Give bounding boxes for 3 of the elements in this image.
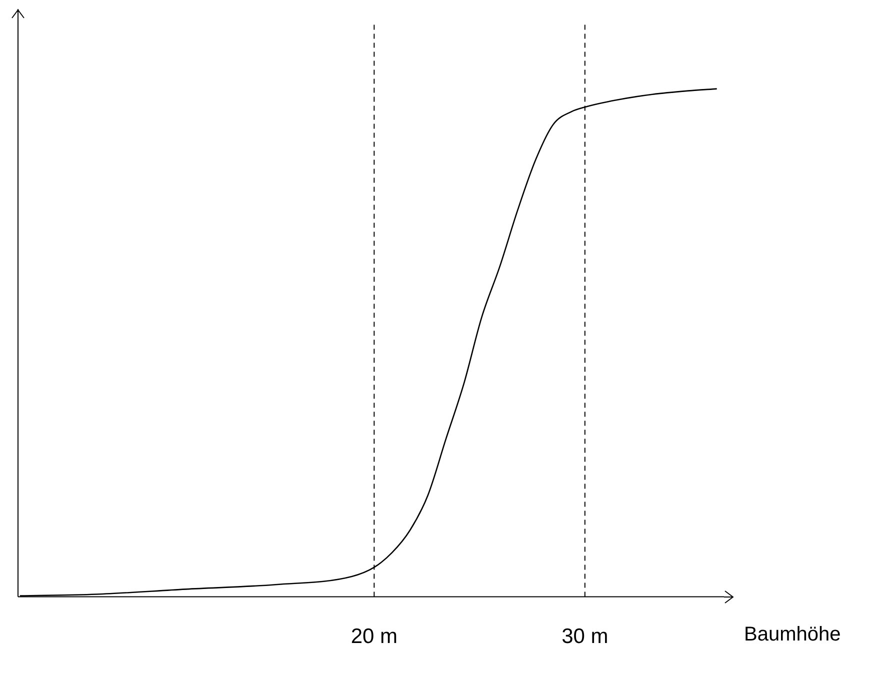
x-tick-label: 20 m xyxy=(350,625,398,648)
x-axis-title: Baumhöhe xyxy=(744,623,841,646)
x-tick-label: 30 m xyxy=(562,625,608,648)
